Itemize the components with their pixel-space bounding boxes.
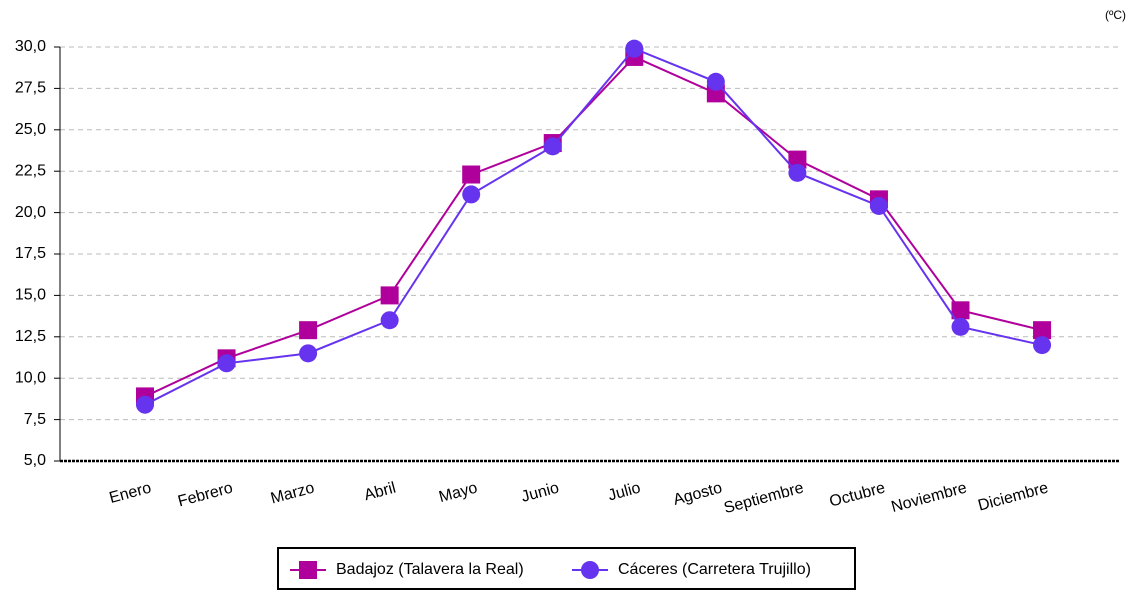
legend-marker	[581, 561, 599, 579]
point-marker	[543, 137, 562, 156]
legend-label: Badajoz (Talavera la Real)	[336, 561, 524, 578]
y-tick-label: 12,5	[15, 328, 46, 345]
y-tick-label: 5,0	[24, 452, 46, 469]
point-marker	[951, 301, 970, 320]
legend-label: Cáceres (Carretera Trujillo)	[618, 561, 811, 578]
y-tick-label: 10,0	[15, 369, 46, 386]
x-tick-label: Agosto	[671, 479, 724, 508]
legend-marker	[299, 561, 317, 579]
x-tick-label: Diciembre	[976, 479, 1050, 514]
point-marker	[136, 395, 154, 414]
point-marker	[217, 354, 236, 373]
unit-label: (ºC)	[1105, 8, 1126, 22]
point-marker	[380, 311, 399, 330]
y-tick-label: 17,5	[15, 245, 46, 262]
x-tick-label: Mayo	[437, 479, 479, 506]
x-tick-label: Septiembre	[722, 479, 806, 517]
y-tick-label: 20,0	[15, 204, 46, 221]
y-tick-label: 25,0	[15, 121, 46, 138]
x-tick-label: Noviembre	[890, 479, 969, 515]
point-marker	[625, 39, 644, 58]
point-marker	[380, 286, 399, 305]
y-tick-label: 30,0	[15, 38, 46, 55]
y-tick-label: 7,5	[24, 411, 46, 428]
point-marker	[869, 196, 888, 215]
x-tick-label: Enero	[107, 479, 153, 507]
point-marker	[299, 321, 318, 340]
point-marker	[706, 72, 725, 91]
x-tick-label: Junio	[520, 479, 561, 505]
series-line	[144, 55, 1043, 398]
point-marker	[951, 317, 970, 336]
series-line	[144, 47, 1043, 406]
x-tick-label: Febrero	[176, 479, 235, 510]
point-marker	[1033, 321, 1052, 340]
x-tick-label: Marzo	[269, 479, 316, 507]
x-tick-label: Julio	[606, 479, 642, 504]
y-tick-label: 27,5	[15, 80, 46, 97]
x-tick-label: Abril	[362, 480, 397, 505]
point-marker	[1033, 336, 1052, 355]
point-marker	[462, 165, 481, 184]
point-marker	[788, 150, 807, 169]
y-tick-label: 15,0	[15, 287, 46, 304]
point-marker	[462, 185, 481, 204]
point-marker	[788, 163, 807, 182]
point-marker	[299, 344, 318, 363]
legend-box	[277, 547, 856, 590]
y-tick-label: 22,5	[15, 162, 46, 179]
x-tick-label: Octubre	[828, 479, 887, 510]
